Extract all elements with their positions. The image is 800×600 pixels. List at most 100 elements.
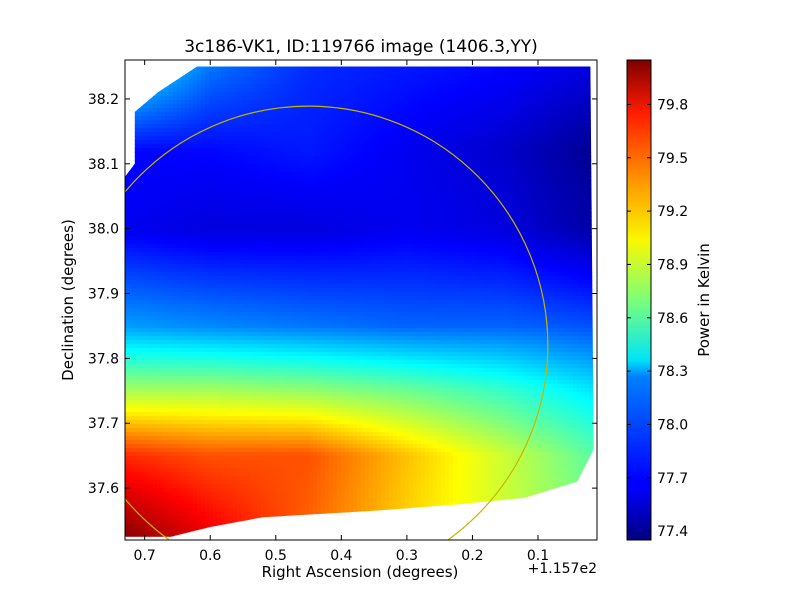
heatmap-cell [185,72,190,77]
heatmap-cell [473,152,478,157]
heatmap-cell [461,208,466,213]
heatmap-cell [285,148,290,153]
heatmap-cell [161,212,166,217]
heatmap-cell [221,188,226,193]
heatmap-cell [477,108,482,113]
heatmap-cell [573,180,578,185]
heatmap-cell [329,164,334,169]
heatmap-cell [561,200,566,205]
heatmap-cell [249,200,254,205]
heatmap-cell [521,144,526,149]
heatmap-cell [229,96,234,101]
heatmap-cell [585,220,590,225]
heatmap-cell [465,168,470,173]
heatmap-cell [269,84,274,89]
heatmap-cell [341,108,346,113]
heatmap-cell [133,212,138,217]
heatmap-cell [321,120,326,125]
heatmap-cell [369,200,374,205]
heatmap-cell [421,176,426,181]
heatmap-cell [461,136,466,141]
heatmap-cell [181,60,186,65]
heatmap-cell [129,208,134,213]
heatmap-cell [409,196,414,201]
heatmap-cell [261,188,266,193]
heatmap-cell [361,160,366,165]
heatmap-cell [365,212,370,217]
heatmap-cell [301,200,306,205]
heatmap-cell [289,136,294,141]
heatmap-cell [237,144,242,149]
heatmap-cell [165,168,170,173]
heatmap-cell [221,96,226,101]
heatmap-cell [317,72,322,77]
heatmap-cell [173,96,178,101]
heatmap-cell [145,60,150,65]
heatmap-cell [537,204,542,209]
heatmap-cell [569,120,574,125]
heatmap-cell [517,168,522,173]
heatmap-cell [197,216,202,221]
heatmap-cell [513,192,518,197]
heatmap-cell [377,108,382,113]
heatmap-cell [505,196,510,201]
heatmap-cell [157,108,162,113]
heatmap-cell [381,120,386,125]
heatmap-cell [445,112,450,117]
heatmap-cell [281,176,286,181]
heatmap-cell [557,204,562,209]
heatmap-cell [229,180,234,185]
heatmap-cell [569,184,574,189]
heatmap-cell [329,176,334,181]
heatmap-cell [405,100,410,105]
heatmap-cell [165,188,170,193]
heatmap-cell [397,128,402,133]
heatmap-cell [225,136,230,141]
heatmap-cell [373,96,378,101]
heatmap-cell [473,216,478,221]
heatmap-cell [537,88,542,93]
heatmap-cell [377,156,382,161]
heatmap-cell [297,66,302,69]
heatmap-cell [437,92,442,97]
heatmap-cell [585,112,590,117]
heatmap-cell [401,84,406,89]
heatmap-cell [493,196,498,201]
heatmap-cell [145,184,150,189]
heatmap-cell [517,156,522,161]
heatmap-cell [409,88,414,93]
heatmap-cell [185,76,190,81]
heatmap-cell [557,68,562,73]
heatmap-cell [577,156,582,161]
heatmap-cell [137,176,142,181]
heatmap-cell [557,100,562,105]
heatmap-cell [569,172,574,177]
heatmap-cell [277,60,282,65]
heatmap-cell [261,156,266,161]
heatmap-cell [413,144,418,149]
heatmap-cell [533,128,538,133]
heatmap-cell [505,84,510,89]
heatmap-cell [361,92,366,97]
heatmap-cell [389,212,394,217]
heatmap-cell [517,136,522,141]
heatmap-cell [125,100,130,105]
heatmap-cell [161,100,166,105]
heatmap-cell [281,172,286,177]
heatmap-cell [241,128,246,133]
heatmap-cell [461,192,466,197]
heatmap-cell [557,224,562,229]
heatmap-cell [317,180,322,185]
heatmap-cell [513,128,518,133]
heatmap-cell [385,152,390,157]
heatmap-cell [149,104,154,109]
heatmap-cell [169,84,174,89]
heatmap-cell [233,60,238,65]
heatmap-cell [253,144,258,149]
heatmap-cell [281,124,286,129]
heatmap-cell [341,68,346,73]
heatmap-cell [257,100,262,105]
heatmap-cell [569,164,574,169]
heatmap-cell [253,212,258,217]
heatmap-cell [313,136,318,141]
